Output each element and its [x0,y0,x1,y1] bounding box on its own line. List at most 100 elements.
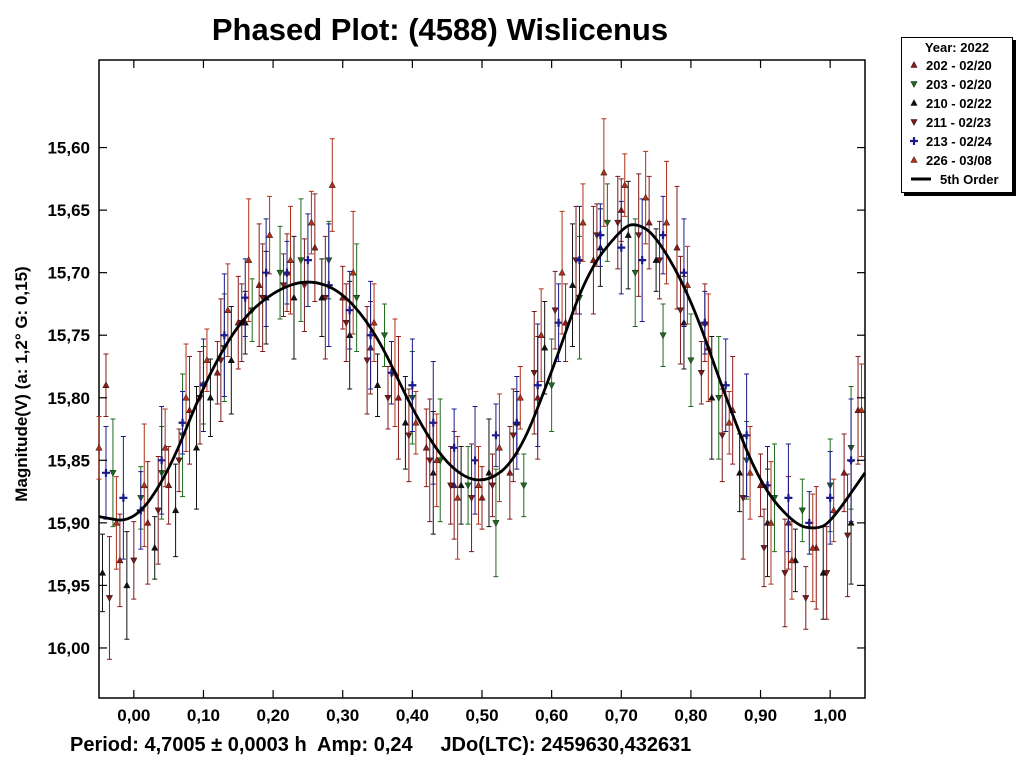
data-point [290,293,298,301]
data-point [468,495,476,502]
legend-label: 211 - 02/23 [926,114,992,130]
data-point [826,493,835,502]
x-tick-label: 0,10 [187,706,220,725]
data-point [554,318,563,327]
chart-title: Phased Plot: (4588) Wislicenus [211,12,669,47]
legend-marker [911,177,931,181]
data-point [426,457,434,465]
data-point [659,231,668,240]
data-point [429,418,438,427]
data-point [342,320,350,327]
data-point [760,545,768,552]
data-point [805,518,814,527]
data-point [349,268,357,276]
data-point [512,418,521,427]
data-point [676,307,684,315]
data-point [116,556,124,564]
data-point [144,518,152,526]
data-point [175,457,183,465]
data-point [157,456,166,465]
x-tick-label: 0,90 [744,706,777,725]
data-point [802,595,810,602]
x-tick-label: 1,00 [814,706,847,725]
x-tick-label: 0,40 [396,706,429,725]
data-point [224,306,232,313]
data-point [255,281,263,288]
legend-label: 5th Order [940,171,999,187]
x-tick-label: 0,00 [117,706,150,725]
data-point [405,432,413,440]
data-point [422,443,430,451]
data-point [725,418,733,426]
data-point [101,468,110,477]
series-3 [105,173,852,660]
data-point [154,507,162,515]
data-point [286,256,295,263]
data-point [847,518,855,526]
data-point [374,381,382,388]
data-point [280,282,288,290]
data-point [485,468,493,476]
data-point [227,356,235,363]
data-point [533,381,542,390]
amplitude-text: Amp: 0,24 [317,734,413,756]
y-tick-label: 15,90 [47,514,90,533]
legend-marker [910,156,918,163]
data-point [259,294,267,302]
data-point [683,281,691,288]
data-point [266,231,274,238]
data-point [495,443,503,451]
data-point [471,456,480,465]
y-tick-label: 15,60 [47,139,90,158]
data-point [687,357,695,365]
x-tick-label: 0,70 [605,706,638,725]
data-point [847,456,856,465]
data-point [161,443,169,451]
data-point [708,393,716,401]
data-point [450,443,459,452]
data-point [276,269,284,277]
data-point [303,256,312,265]
data-point [715,395,723,402]
data-point [366,331,375,340]
axes: 0,00 0,10 0,20 0,30 0,40 0,50 0,60 0,70 0,80 0,90… [47,60,865,725]
x-tick-label: 0,60 [535,706,568,725]
data-point [206,393,214,401]
legend-marker-swatch [910,61,918,68]
data-point [642,193,650,201]
data-point [220,331,229,340]
data-point [123,581,131,589]
y-tick-label: 16,00 [47,639,90,658]
data-point [617,243,626,252]
data-point [491,431,500,440]
data-point [412,418,420,426]
data-point [548,382,556,390]
data-point [742,431,751,440]
legend-marker-swatch [910,119,918,126]
data-point [638,256,647,265]
data-point [656,257,664,265]
plot-frame [98,59,866,699]
legend-entry: 203 - 02/20 [908,75,992,93]
data-point [380,332,389,340]
y-tick-label: 15,85 [47,451,90,470]
data-point [718,432,726,440]
legend-entry: 213 - 02/24 [908,132,992,150]
data-point [95,443,103,451]
y-tick-label: 15,80 [47,389,90,408]
legend-marker-swatch [910,137,918,145]
data-point [394,393,402,401]
data-marks [95,118,867,660]
series-2 [98,180,855,640]
legend-entry: 211 - 02/23 [908,113,991,131]
x-tick-label: 0,50 [465,706,498,725]
data-point [541,343,549,351]
data-point [178,418,187,427]
data-point [321,294,329,302]
footer-info: Period: 4,7005 ± 0,0003 h Amp: 0,24 JDo(… [70,734,691,757]
y-axis-label: Magnitude(V) (a: 1,2° G: 0,15) [12,266,31,502]
data-point [746,468,754,476]
data-point [562,318,570,326]
data-point [600,168,608,176]
